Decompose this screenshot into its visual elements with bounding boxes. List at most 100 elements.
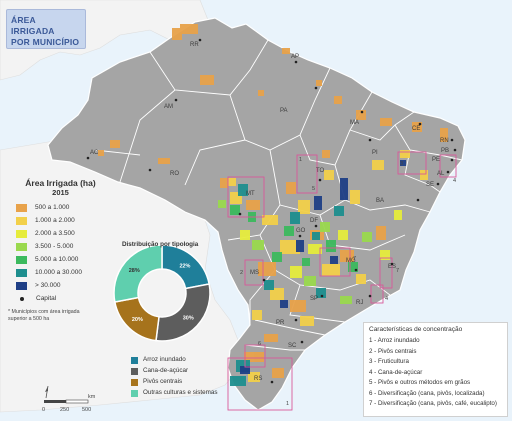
region-number: 1 <box>286 401 289 407</box>
distribution-legend-item: Pivôs centrais <box>131 378 226 386</box>
legend-swatch <box>16 268 27 277</box>
concentration-characteristics-box: Características de concentração 1 - Arro… <box>363 322 508 417</box>
legend-year: 2015 <box>52 188 69 197</box>
distribution-swatch <box>131 379 138 386</box>
state-label: GO <box>296 228 306 234</box>
legend-class-label: 2.000 a 3.500 <box>35 230 75 237</box>
legend-swatch <box>16 203 27 212</box>
distribution-label: Arroz inundado <box>143 356 186 363</box>
distribution-legend-item: Cana-de-açúcar <box>131 367 226 375</box>
state-label: RS <box>254 376 262 382</box>
state-label: RJ <box>356 300 363 306</box>
state-label: RO <box>170 171 179 177</box>
state-label: ES <box>388 264 396 270</box>
legend-class-row: 10.000 a 30.000 <box>8 266 113 279</box>
legend-class-row: > 30.000 <box>8 279 113 292</box>
legend-capital-row: Capital <box>8 292 113 305</box>
region-number: 3 <box>400 161 403 167</box>
legend-class-label: 500 a 1.000 <box>35 204 70 211</box>
state-label: AP <box>291 54 299 60</box>
legend-capital-label: Capital <box>36 295 57 302</box>
region-number: 5 <box>312 186 315 192</box>
legend-class-row: 2.000 a 3.500 <box>8 227 113 240</box>
legend-swatch <box>16 255 27 264</box>
region-number: 6 <box>258 341 261 347</box>
characteristic-item: 4 - Cana-de-açúcar <box>369 368 423 376</box>
legend-title: Área Irrigada (ha) <box>25 178 96 188</box>
legend-class-label: 3.500 - 5.000 <box>35 243 74 250</box>
scale-tick: 0 <box>42 407 45 413</box>
distribution-swatch <box>131 368 138 375</box>
distribution-swatch <box>131 357 138 364</box>
legend-class-label: > 30.000 <box>35 282 61 289</box>
legend-swatch <box>16 242 27 251</box>
distribution-label: Outras culturas e sistemas <box>143 389 218 396</box>
scale-bar: 0 250 500 km <box>42 386 96 413</box>
legend-class-label: 1.000 a 2.000 <box>35 217 75 224</box>
donut-title: Distribuição por tipologia <box>122 241 199 248</box>
legend-class-row: 1.000 a 2.000 <box>8 214 113 227</box>
region-number: 4 <box>453 178 456 184</box>
distribution-legend: Arroz inundado Cana-de-açúcar Pivôs cent… <box>131 356 226 400</box>
state-label: DF <box>310 218 318 224</box>
state-label: AM <box>164 104 173 110</box>
distribution-label: Pivôs centrais <box>143 378 183 385</box>
state-labels: RR AP AM PA MA CE RN PB PE AL SE PI TO B… <box>90 42 449 382</box>
state-label: PA <box>280 108 288 114</box>
legend-swatch <box>16 229 27 238</box>
characteristic-item: 3 - Fruticultura <box>369 358 409 365</box>
distribution-legend-item: Outras culturas e sistemas <box>131 389 226 397</box>
state-label: SP <box>310 296 318 302</box>
distribution-donut-chart: 22% 30% 20% 28% <box>113 244 211 342</box>
legend-classes: 500 a 1.000 1.000 a 2.000 2.000 a 3.500 3.5… <box>8 201 113 292</box>
state-label: PI <box>372 150 378 156</box>
region-number: 4 <box>385 296 388 302</box>
donut-value-label: 20% <box>132 317 143 323</box>
state-label: MT <box>246 191 255 197</box>
state-label: TO <box>316 168 325 174</box>
donut-value-label: 28% <box>129 268 140 274</box>
region-number: 1 <box>299 157 302 163</box>
state-label: MG <box>346 258 356 264</box>
capital-markers <box>86 38 457 384</box>
legend-class-row: 3.500 - 5.000 <box>8 240 113 253</box>
state-label: RR <box>190 42 199 48</box>
state-label: RN <box>440 138 449 144</box>
state-label: MA <box>350 120 359 126</box>
region-number: 7 <box>396 268 399 274</box>
state-label: PE <box>432 157 440 163</box>
scale-tick: 250 <box>60 407 69 413</box>
scale-unit: km <box>88 394 96 400</box>
irrigated-area-legend: Área Irrigada (ha) 2015 500 a 1.000 1.000… <box>8 178 113 323</box>
characteristic-item: 7 - Diversificação (cana, pivôs, café, e… <box>369 400 497 407</box>
north-arrow-icon <box>45 386 49 399</box>
region-number: 2 <box>240 270 243 276</box>
legend-swatch <box>16 281 27 290</box>
state-label: PB <box>441 148 449 154</box>
map-title-box: ÁREA IRRIGADA POR MUNICÍPIO <box>6 9 86 49</box>
state-label: AC <box>90 150 99 156</box>
characteristic-item: 5 - Pivôs e outros métodos em grãos <box>369 379 471 386</box>
state-label: MS <box>250 270 259 276</box>
legend-swatch <box>16 216 27 225</box>
donut-value-label: 30% <box>183 316 194 322</box>
legend-class-label: 5.000 a 10.000 <box>35 256 79 263</box>
characteristics-title: Características de concentração <box>369 326 463 333</box>
state-label: SE <box>426 182 434 188</box>
state-label: BA <box>376 198 384 204</box>
state-label: SC <box>288 343 297 349</box>
region-number: 7 <box>353 256 356 262</box>
characteristic-item: 1 - Arroz inundado <box>369 337 420 344</box>
legend-class-label: 10.000 a 30.000 <box>35 269 82 276</box>
region-numbers: 1 1 2 3 4 4 5 6 7 7 <box>240 157 456 407</box>
legend-class-row: 5.000 a 10.000 <box>8 253 113 266</box>
state-label: CE <box>412 126 420 132</box>
capital-dot-icon <box>20 296 24 301</box>
map-title-line1: ÁREA IRRIGADA <box>11 15 55 36</box>
legend-note: * Municípios com área irrigada superior … <box>8 309 80 322</box>
map-title-line2: POR MUNICÍPIO <box>11 37 80 47</box>
characteristic-item: 6 - Diversificação (cana, pivôs, localiz… <box>369 389 485 397</box>
legend-class-row: 500 a 1.000 <box>8 201 113 214</box>
